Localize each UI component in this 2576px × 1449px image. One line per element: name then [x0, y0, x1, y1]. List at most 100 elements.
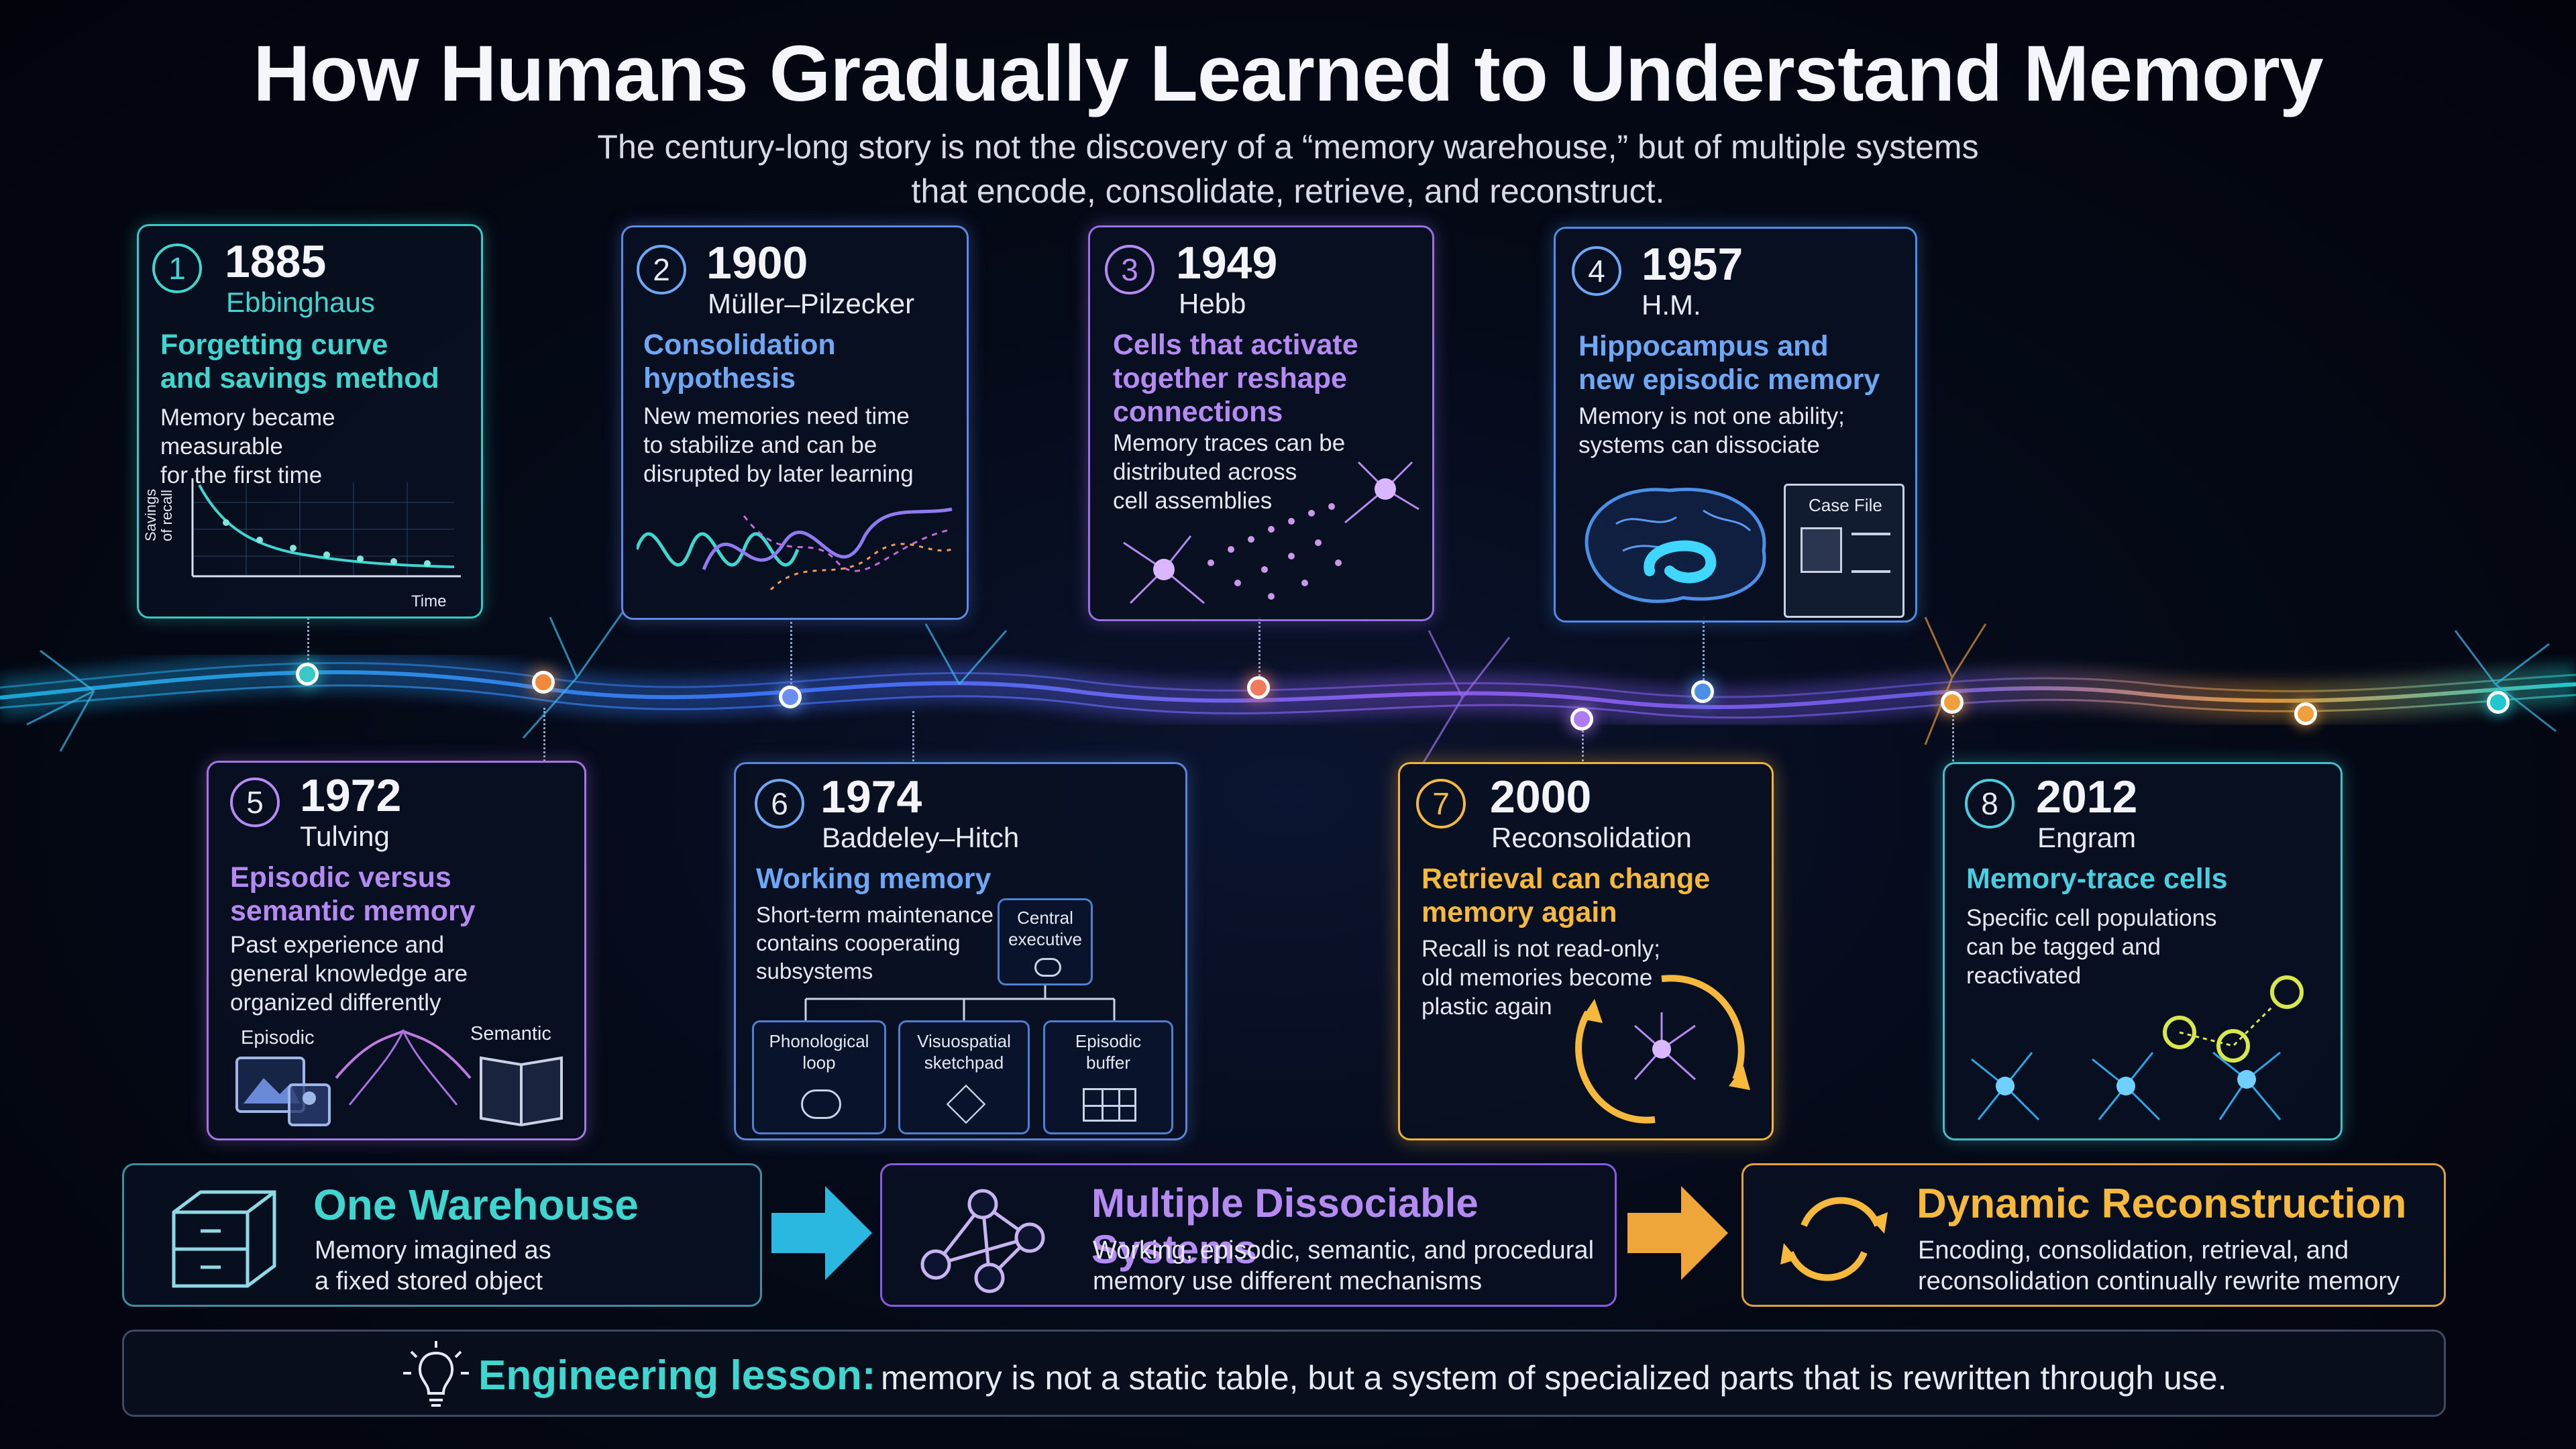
phonological-loop-box[interactable]: Phonological loop — [752, 1020, 886, 1134]
lightbulb-icon — [403, 1341, 469, 1407]
sub1-line-2: loop — [802, 1053, 836, 1073]
desc-line-2: contains cooperating — [756, 930, 961, 955]
semantic-label: Semantic — [470, 1023, 551, 1044]
desc-line-3: plastic again — [1421, 994, 1552, 1020]
desc-line-1: Memory traces can be — [1113, 430, 1346, 456]
timeline-dot-2[interactable] — [779, 686, 802, 708]
milestone-card-1949[interactable]: 3 1949 Hebb Cells that activate together… — [1088, 225, 1434, 621]
desc-line-3: organized differently — [230, 989, 441, 1016]
desc-line-3: subsystems — [756, 959, 873, 983]
episodic-buffer-box[interactable]: Episodic buffer — [1043, 1020, 1173, 1134]
lesson-label: Engineering lesson: — [478, 1352, 876, 1399]
milestone-card-1957[interactable]: 4 1957 H.M. Hippocampus and new episodic… — [1554, 227, 1917, 623]
timeline-dot-1[interactable] — [296, 663, 319, 686]
milestone-number: 1 — [152, 244, 202, 293]
headline-line-2: hypothesis — [643, 362, 796, 394]
sub1-line-1: Phonological — [769, 1031, 869, 1051]
engineering-lesson-bar: Engineering lesson: memory is not a stat… — [122, 1330, 2446, 1417]
reconsolidation-cycle-illustration — [1575, 975, 1750, 1124]
stem-2 — [790, 617, 792, 684]
milestone-headline: Consolidation hypothesis — [643, 328, 836, 395]
milestone-headline: Cells that activate together reshape con… — [1113, 328, 1358, 429]
headline-line-1: Forgetting curve — [160, 329, 388, 361]
milestone-year: 1900 — [706, 237, 808, 288]
desc-line-2: measurable — [160, 433, 283, 460]
timeline-dot-7[interactable] — [1570, 708, 1593, 731]
stem-3 — [1258, 617, 1260, 684]
speech-bubble-icon — [801, 1089, 841, 1119]
summary-title: One Warehouse — [313, 1181, 639, 1229]
phonological-label: Phonological loop — [754, 1022, 884, 1073]
sub3-line-2: buffer — [1085, 1053, 1130, 1073]
milestone-card-2000[interactable]: 7 2000 Reconsolidation Retrieval can cha… — [1398, 762, 1774, 1140]
desc-line-1: Short-term maintenance — [756, 902, 994, 927]
network-icon — [920, 1189, 1045, 1293]
summary-one-warehouse[interactable]: One Warehouse Memory imagined as a fixed… — [122, 1163, 762, 1307]
milestone-card-1900[interactable]: 2 1900 Müller–Pilzecker Consolidation hy… — [621, 225, 969, 620]
neuron-dendrites — [26, 610, 2557, 765]
desc-line-2: general knowledge are — [230, 961, 468, 987]
sub2-line-2: sketchpad — [924, 1053, 1004, 1073]
desc-line-1: Memory is not one ability; — [1578, 403, 1845, 429]
milestone-year: 1974 — [820, 771, 922, 822]
grid-icon — [1083, 1088, 1136, 1122]
desc-line-2: distributed across — [1113, 459, 1297, 485]
brain-hippocampus-icon — [1585, 488, 1766, 603]
summary-desc-line-1: Memory imagined as — [315, 1236, 551, 1265]
milestone-card-1974[interactable]: 6 1974 Baddeley–Hitch Working memory Sho… — [734, 762, 1187, 1140]
episodic-buffer-label: Episodic buffer — [1045, 1022, 1171, 1073]
timeline-dot-8[interactable] — [1941, 691, 1964, 714]
brain-icon — [1034, 958, 1061, 977]
timeline-line-c — [0, 661, 2576, 698]
visuospatial-sketchpad-box[interactable]: Visuospatial sketchpad — [898, 1020, 1030, 1134]
milestone-headline: Memory-trace cells — [1966, 863, 2228, 895]
cube-icon — [946, 1084, 986, 1124]
headline-line-1: Episodic versus — [230, 861, 451, 894]
timeline-dot-3[interactable] — [1247, 676, 1270, 699]
headline-line-2: together reshape — [1113, 362, 1347, 394]
desc-line-3: for the first time — [160, 462, 323, 488]
headline-line-3: connections — [1113, 396, 1283, 428]
central-executive-box[interactable]: Central executive — [998, 898, 1093, 985]
milestone-card-2012[interactable]: 8 2012 Engram Memory-trace cells Specifi… — [1943, 762, 2343, 1140]
stem-5 — [543, 708, 545, 761]
timeline-dot-4[interactable] — [1691, 680, 1714, 703]
ylabel-line-2: of recall — [158, 489, 175, 541]
neural-timeline — [0, 610, 2576, 765]
summary-dynamic-reconstruction[interactable]: Dynamic Reconstruction Encoding, consoli… — [1741, 1163, 2446, 1307]
milestone-number: 4 — [1572, 246, 1621, 296]
milestone-description: Memory traces can be distributed across … — [1113, 429, 1345, 515]
milestone-person: Hebb — [1179, 288, 1246, 319]
milestone-year: 1957 — [1642, 239, 1743, 290]
milestone-card-1972[interactable]: 5 1972 Tulving Episodic versus semantic … — [207, 761, 586, 1140]
milestone-description: Recall is not read-only; old memories be… — [1421, 934, 1660, 1021]
case-file-label: Case File — [1809, 495, 1882, 515]
case-file-lines — [1851, 533, 1890, 573]
milestone-year: 1885 — [225, 236, 327, 287]
case-file-icon: Case File — [1784, 484, 1904, 618]
milestone-description: Memory is not one ability; systems can d… — [1578, 402, 1845, 460]
summary-desc-line-1: Working, episodic, semantic, and procedu… — [1093, 1236, 1595, 1265]
milestone-headline: Hippocampus and new episodic memory — [1578, 329, 1880, 396]
central-executive-label: Central executive — [1000, 900, 1091, 950]
timeline-dot-9 — [2294, 702, 2317, 725]
summary-description: Encoding, consolidation, retrieval, and … — [1918, 1235, 2400, 1297]
stem-6 — [912, 711, 914, 761]
desc-line-2: to stabilize and can be — [643, 432, 877, 458]
milestone-person: Baddeley–Hitch — [822, 822, 1020, 853]
ylabel-line-1: Savings — [142, 488, 159, 541]
milestone-person: Engram — [2037, 822, 2137, 853]
episodic-label: Episodic — [241, 1027, 315, 1049]
milestone-person: H.M. — [1642, 289, 1701, 321]
milestone-headline: Forgetting curve and savings method — [160, 328, 439, 395]
summary-description: Working, episodic, semantic, and procedu… — [1093, 1235, 1594, 1297]
timeline-line-a — [0, 670, 2576, 710]
milestone-person: Müller–Pilzecker — [708, 288, 915, 319]
summary-multiple-systems[interactable]: Multiple Dissociable Systems Working, ep… — [880, 1163, 1617, 1307]
milestone-year: 2000 — [1490, 771, 1592, 822]
summary-desc-line-1: Encoding, consolidation, retrieval, and — [1918, 1236, 2349, 1265]
milestone-headline: Retrieval can change memory again — [1421, 862, 1710, 929]
milestone-card-1885[interactable]: 1 1885 Ebbinghaus Forgetting curve and s… — [137, 224, 483, 619]
headline-line-1: Retrieval can change — [1421, 863, 1711, 895]
cell-assembly-illustration — [1123, 461, 1419, 604]
